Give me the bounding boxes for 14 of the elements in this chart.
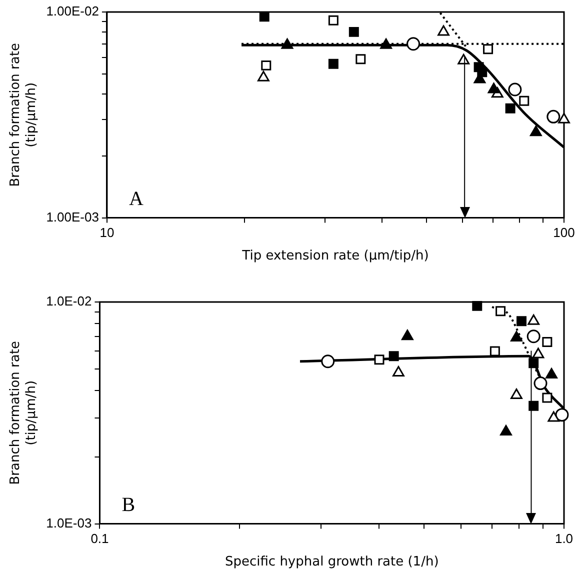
annotation: A xyxy=(128,188,144,210)
y-axis-title: Branch formation rate (tip/μm/h) xyxy=(8,341,39,485)
annotation: B xyxy=(122,494,136,516)
y-axis-title: Branch formation rate (tip/μm/h) xyxy=(8,43,39,187)
x-tick-label: 0.1 xyxy=(90,531,109,546)
x-tick-label: 10 xyxy=(100,225,114,240)
y-tick-label: 1.00E-02 xyxy=(46,4,99,19)
x-axis-title: Tip extension rate (μm/tip/h) xyxy=(241,248,429,264)
y-tick-label: 1.0E-03 xyxy=(46,515,92,530)
x-axis-title: Specific hyphal growth rate (1/h) xyxy=(224,554,439,570)
y-tick-label: 1.00E-03 xyxy=(46,209,99,224)
y-tick-label: 1.0E-02 xyxy=(46,294,92,309)
x-tick-label: 100 xyxy=(553,225,575,240)
x-tick-label: 1.0 xyxy=(554,531,574,546)
